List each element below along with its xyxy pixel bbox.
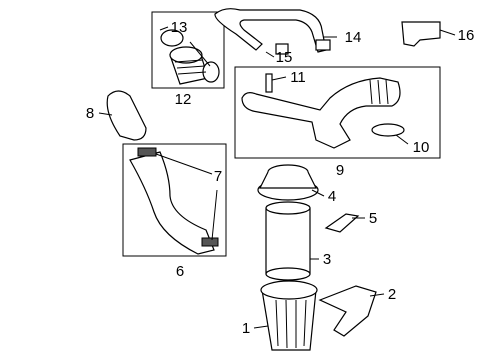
callout-label: 6 [176,263,184,280]
leader-lines [98,26,456,329]
callout-label: 15 [276,49,293,66]
callout-label: 4 [328,188,336,205]
callout-label: 14 [345,29,362,46]
bracket-part-5 [324,213,360,233]
group-box-9 [234,66,441,159]
group-box-12 [151,11,225,89]
housing-part [260,280,318,351]
callout-label: 11 [290,69,306,86]
callout-label: 16 [458,27,475,44]
coupler-part [160,29,220,85]
filter-element-part [265,201,311,281]
vent-hose-part [214,8,331,55]
callout-label: 7 [214,168,222,185]
bracket-part-2 [318,285,377,337]
callout-label: 13 [171,19,188,36]
intake-duct-part [241,73,405,149]
callout-label: 5 [369,210,377,227]
callout-label: 3 [323,251,331,268]
air-duct-part [129,147,219,255]
sensor-part [401,21,441,47]
callout-label: 2 [388,286,396,303]
callout-label: 1 [242,320,250,337]
callout-label: 12 [175,91,192,108]
group-box-6 [122,143,227,257]
callout-label: 8 [86,105,94,122]
bracket-part [106,90,147,141]
callout-label: 10 [413,139,430,156]
callout-label: 9 [336,162,344,179]
filter-cover-part [257,164,319,201]
